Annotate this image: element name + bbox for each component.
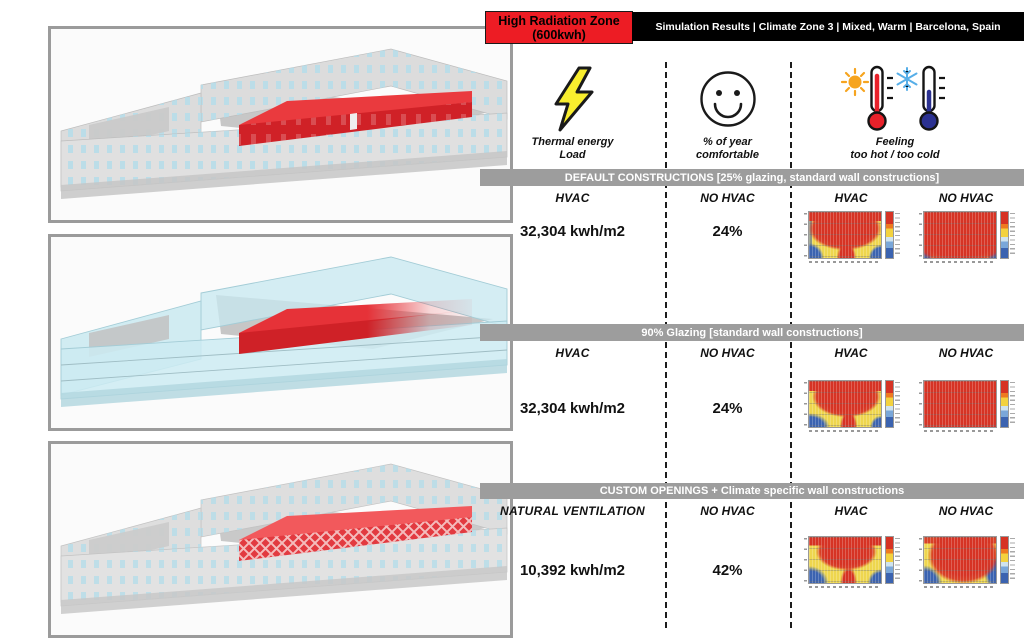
building-render-custom xyxy=(60,463,508,614)
hot-thermometer xyxy=(867,65,893,131)
column-header: NO HVAC xyxy=(938,504,994,518)
building-massing xyxy=(60,48,508,199)
building-base xyxy=(61,566,507,614)
metric-comfort-percent: % of year comfortable xyxy=(667,62,788,167)
comfort-heatmap-no-hvac xyxy=(919,380,1015,432)
section-row-custom-openings: NATURAL VENTILATION 10,392 kwh/m2 NO HVA… xyxy=(480,499,1024,607)
metric-label-line1: Thermal energy xyxy=(531,136,614,148)
zone-badge-line2: (600kwh) xyxy=(532,27,586,42)
column-header: NO HVAC xyxy=(938,346,994,360)
section-row-default-constructions: HVAC 32,304 kwh/m2 NO HVAC 24% HVAC NO H… xyxy=(480,186,1024,276)
building-model-panel-glazing xyxy=(48,234,513,431)
comfort-heatmap-no-hvac xyxy=(919,211,1015,263)
comfort-heatmap-no-hvac xyxy=(919,536,1015,588)
column-header: NO HVAC xyxy=(700,504,755,518)
snowflake-icon xyxy=(896,67,918,91)
energy-load-value: 10,392 kwh/m2 xyxy=(519,562,626,579)
smiley-face-icon xyxy=(699,71,756,127)
metric-label-line2: too hot / too cold xyxy=(850,148,940,161)
high-radiation-zone-overlay xyxy=(239,299,472,354)
comfort-percent-value: 42% xyxy=(712,562,743,579)
building-render-default xyxy=(60,48,508,199)
energy-load-value: 32,304 kwh/m2 xyxy=(519,223,626,240)
building-base xyxy=(61,151,507,199)
metric-label-line1: Feeling xyxy=(875,136,915,148)
comfort-percent-value: 24% xyxy=(712,223,743,240)
column-header: HVAC xyxy=(834,346,868,360)
lightning-bolt-icon xyxy=(554,66,593,132)
building-massing xyxy=(60,256,508,407)
metrics-legend-row: Thermal energy Load % of year comfortabl… xyxy=(480,62,1024,167)
comfort-heatmap-hvac xyxy=(804,211,900,263)
zone-badge-line1: High Radiation Zone xyxy=(498,13,620,28)
results-header: High Radiation Zone (600kwh) Simulation … xyxy=(480,11,1024,44)
metric-thermal-energy: Thermal energy Load xyxy=(480,62,665,167)
comfort-heatmap-hvac xyxy=(804,380,900,432)
column-header: HVAC xyxy=(555,191,590,205)
comfort-heatmap-hvac xyxy=(804,536,900,588)
column-header: HVAC xyxy=(555,346,590,360)
high-radiation-zone-overlay xyxy=(239,91,472,146)
column-header: NATURAL VENTILATION xyxy=(499,504,646,518)
energy-load-value: 32,304 kwh/m2 xyxy=(519,400,626,417)
building-models-column xyxy=(8,0,513,640)
metric-feeling: Feeling too hot / too cold xyxy=(792,62,998,167)
dashed-column-divider-2 xyxy=(790,62,792,628)
section-header-default-constructions: DEFAULT CONSTRUCTIONS [25% glazing, stan… xyxy=(480,169,1024,186)
results-panel: High Radiation Zone (600kwh) Simulation … xyxy=(480,0,1024,640)
dashed-column-divider-1 xyxy=(665,62,667,628)
floor-lines xyxy=(60,335,508,382)
colorbar-legend xyxy=(885,536,900,584)
sun-icon xyxy=(840,67,870,97)
high-radiation-zone-badge: High Radiation Zone (600kwh) xyxy=(485,11,633,44)
colorbar-legend xyxy=(1000,536,1015,584)
colorbar-legend xyxy=(1000,211,1015,259)
section-header-custom-openings: CUSTOM OPENINGS + Climate specific wall … xyxy=(480,483,1024,499)
hot-cold-thermometers-icon xyxy=(840,65,945,131)
section-row-90-glazing: HVAC 32,304 kwh/m2 NO HVAC 24% HVAC NO H… xyxy=(480,341,1024,437)
colorbar-legend xyxy=(1000,380,1015,428)
column-header: HVAC xyxy=(834,191,868,205)
metric-label-line1: % of year xyxy=(703,136,752,148)
comfort-percent-value: 24% xyxy=(712,400,743,417)
column-header: NO HVAC xyxy=(700,346,755,360)
column-header: NO HVAC xyxy=(700,191,755,205)
building-model-panel-custom xyxy=(48,441,513,638)
building-render-glazing xyxy=(60,256,508,407)
building-model-panel-default xyxy=(48,26,513,223)
results-title-bar: Simulation Results | Climate Zone 3 | Mi… xyxy=(632,12,1024,41)
cold-thermometer xyxy=(919,65,945,131)
colorbar-legend xyxy=(885,211,900,259)
building-base xyxy=(61,359,507,407)
column-header: NO HVAC xyxy=(938,191,994,205)
section-header-90-glazing: 90% Glazing [standard wall constructions… xyxy=(480,324,1024,341)
metric-label-line2: comfortable xyxy=(696,148,759,161)
column-header: HVAC xyxy=(834,504,868,518)
colorbar-legend xyxy=(885,380,900,428)
metric-label-line2: Load xyxy=(559,148,586,161)
high-radiation-zone-lattice-overlay xyxy=(239,506,472,561)
